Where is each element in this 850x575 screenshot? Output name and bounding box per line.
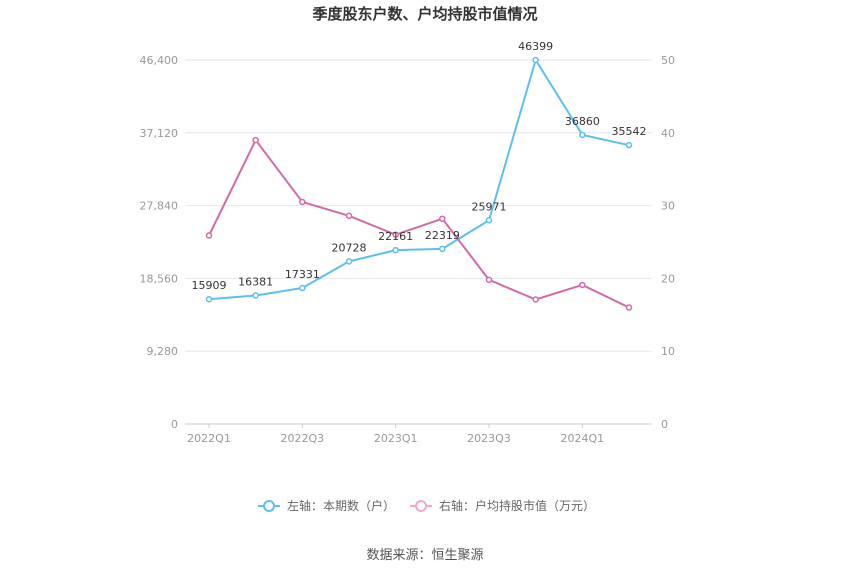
x-tick-label: 2022Q1 [187, 432, 231, 445]
legend-right-marker-icon [415, 500, 427, 512]
data-labels: 15909 16381 17331 20728 22161 22319 25971 46399… [192, 40, 647, 292]
left-tick-label: 46,400 [140, 54, 179, 67]
x-axis-ticks: 2022Q1 2022Q3 2023Q1 2023Q3 2024Q1 [187, 424, 604, 445]
left-axis-ticks: 0 9,280 18,560 27,840 37,120 46,400 [140, 54, 179, 431]
data-point-left[interactable] [532, 56, 539, 64]
data-label: 17331 [285, 268, 320, 281]
data-point-right[interactable] [345, 212, 353, 220]
data-label: 36860 [565, 115, 600, 128]
data-point-left[interactable] [579, 131, 586, 139]
legend-right-label: 右轴：户均持股市值（万元） [439, 498, 595, 513]
left-tick-label: 0 [171, 418, 178, 431]
data-point-right[interactable] [205, 232, 213, 239]
legend-item-left-series[interactable]: 左轴：本期数（户） [258, 498, 395, 513]
data-point-left[interactable] [485, 217, 493, 224]
data-point-left[interactable] [252, 292, 259, 299]
data-point-right[interactable] [625, 304, 633, 311]
data-point-right[interactable] [252, 136, 259, 144]
data-label: 35542 [612, 125, 647, 138]
left-tick-label: 37,120 [140, 127, 179, 140]
series-line-right [208, 139, 630, 309]
data-point-left[interactable] [205, 295, 213, 303]
data-point-right[interactable] [392, 231, 399, 238]
data-point-left[interactable] [625, 141, 633, 149]
data-point-right[interactable] [532, 296, 539, 303]
series-line-left [208, 59, 630, 301]
x-tick-label: 2022Q3 [281, 432, 325, 445]
legend-left-label: 左轴：本期数（户） [287, 498, 395, 513]
data-point-left[interactable] [392, 246, 399, 254]
data-label: 20728 [332, 241, 367, 254]
data-label: 16381 [238, 275, 273, 288]
left-tick-label: 9,280 [147, 345, 179, 358]
right-tick-label: 20 [661, 272, 675, 285]
data-label: 22161 [378, 230, 413, 243]
legend[interactable]: 左轴：本期数（户） 右轴：户均持股市值（万元） [258, 498, 595, 513]
right-tick-label: 10 [661, 345, 675, 358]
data-point-left[interactable] [439, 245, 446, 253]
data-point-left[interactable] [345, 258, 353, 265]
data-point-right[interactable] [299, 198, 306, 206]
x-tick-label: 2023Q1 [374, 432, 418, 445]
legend-left-marker-icon [263, 500, 275, 512]
x-tick-label: 2024Q1 [561, 432, 605, 445]
data-label: 22319 [425, 229, 460, 242]
data-point-right[interactable] [579, 281, 586, 289]
data-point-right[interactable] [485, 276, 493, 284]
series-group [205, 56, 633, 311]
chart-title: 季度股东户数、户均持股市值情况 [312, 5, 537, 23]
right-tick-label: 50 [661, 54, 675, 67]
grid [185, 59, 652, 352]
legend-item-right-series[interactable]: 右轴：户均持股市值（万元） [410, 498, 595, 513]
right-tick-label: 40 [661, 127, 675, 140]
data-source: 数据来源：恒生聚源 [366, 548, 483, 563]
data-point-right[interactable] [439, 215, 446, 222]
left-tick-label: 27,840 [140, 200, 179, 213]
right-tick-label: 0 [661, 418, 668, 431]
right-axis-ticks: 0 10 20 30 40 50 [661, 54, 675, 431]
data-label: 46399 [518, 40, 553, 53]
data-point-left[interactable] [299, 284, 306, 292]
data-label: 25971 [472, 200, 507, 213]
data-label: 15909 [192, 279, 227, 292]
left-tick-label: 18,560 [140, 272, 179, 285]
right-tick-label: 30 [661, 200, 675, 213]
x-tick-label: 2023Q3 [467, 432, 511, 445]
